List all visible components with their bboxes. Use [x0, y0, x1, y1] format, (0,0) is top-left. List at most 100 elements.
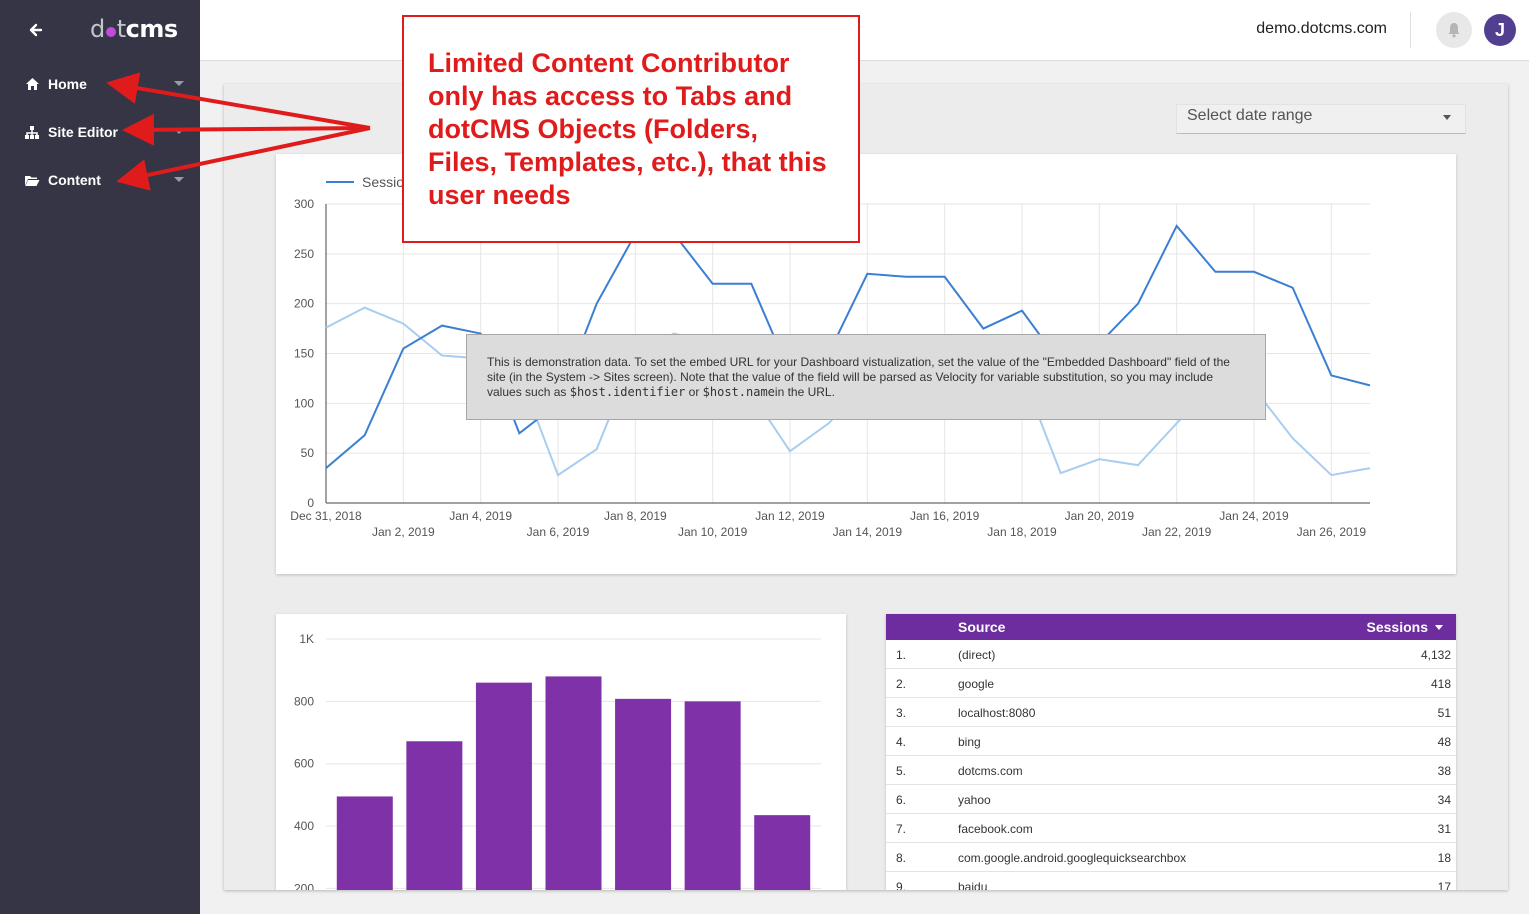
y-tick-label: 800: [294, 694, 314, 708]
x-tick-label: Jan 24, 2019: [1219, 509, 1289, 523]
chevron-down-icon[interactable]: [174, 129, 184, 134]
y-tick-label: 100: [294, 396, 314, 410]
row-source: baidu: [958, 880, 988, 890]
sort-desc-icon[interactable]: [1435, 625, 1443, 630]
y-tick-label: 0: [307, 496, 314, 510]
notice-code-identifier: $host.identifier: [569, 385, 686, 399]
row-index: 1.: [896, 648, 907, 662]
annotation-callout: Limited Content Contributor only has acc…: [402, 15, 860, 243]
column-header-sessions[interactable]: Sessions: [1366, 619, 1428, 635]
x-tick-label: Jan 14, 2019: [833, 525, 903, 539]
back-arrow-icon[interactable]: [26, 20, 46, 40]
notice-text-3: in the URL.: [774, 385, 835, 399]
notifications-bell-icon[interactable]: [1436, 12, 1472, 48]
sidebar: d t cms Home Site Editor Content: [0, 0, 200, 914]
row-source: (direct): [958, 648, 996, 662]
row-sessions: 48: [1437, 735, 1451, 749]
sidebar-item-site-editor[interactable]: Site Editor: [0, 114, 200, 150]
row-sessions: 17: [1437, 880, 1451, 890]
x-tick-label: Jan 22, 2019: [1142, 525, 1212, 539]
demo-data-notice: This is demonstration data. To set the e…: [466, 334, 1266, 420]
y-tick-label: 50: [301, 446, 315, 460]
sessions-bar-chart-card: 200 400 600 800 1K: [276, 614, 846, 890]
row-sessions: 418: [1430, 677, 1451, 691]
legend-swatch: [326, 181, 354, 183]
bar: [475, 682, 532, 890]
row-index: 7.: [896, 822, 907, 836]
row-source: com.google.android.googlequicksearchbox: [958, 851, 1187, 865]
chevron-down-icon[interactable]: [174, 177, 184, 182]
row-index: 6.: [896, 793, 907, 807]
x-tick-label: Jan 20, 2019: [1065, 509, 1135, 523]
table-row[interactable]: 4. bing 48: [886, 727, 1456, 756]
table-row[interactable]: 3. localhost:8080 51: [886, 698, 1456, 727]
table-row[interactable]: 2. google 418: [886, 669, 1456, 698]
sidebar-item-home[interactable]: Home: [0, 66, 200, 102]
x-tick-label: Jan 8, 2019: [604, 509, 667, 523]
row-sessions: 4,132: [1420, 648, 1451, 662]
folder-icon: [24, 172, 40, 188]
column-header-source[interactable]: Source: [958, 619, 1006, 635]
chart-legend: Sessio: [326, 174, 404, 190]
logo-part-1: d: [90, 15, 105, 43]
table-row[interactable]: 5. dotcms.com 38: [886, 756, 1456, 785]
row-sessions: 51: [1437, 706, 1451, 720]
row-source: google: [958, 677, 995, 691]
chevron-down-icon[interactable]: [174, 81, 184, 86]
x-tick-label: Dec 31, 2018: [290, 509, 362, 523]
row-sessions: 31: [1437, 822, 1451, 836]
x-tick-label: Jan 2, 2019: [372, 525, 435, 539]
dotcms-logo[interactable]: d t cms: [90, 15, 178, 43]
table-row[interactable]: 7. facebook.com 31: [886, 814, 1456, 843]
sidebar-item-label: Home: [48, 76, 87, 92]
x-tick-label: Jan 16, 2019: [910, 509, 980, 523]
x-tick-label: Jan 4, 2019: [449, 509, 512, 523]
y-tick-label: 150: [294, 347, 314, 361]
site-selector[interactable]: demo.dotcms.com: [1256, 20, 1387, 37]
chevron-down-icon: [1443, 115, 1451, 120]
bar: [406, 741, 463, 890]
row-sessions: 34: [1437, 793, 1451, 807]
bar: [336, 796, 393, 890]
notice-text-2: or: [685, 385, 703, 399]
sidebar-item-label: Site Editor: [48, 124, 119, 140]
row-index: 4.: [896, 735, 907, 749]
y-tick-label: 400: [294, 819, 314, 833]
bar: [684, 701, 741, 890]
row-source: facebook.com: [958, 822, 1033, 836]
logo-dot: [105, 27, 116, 37]
row-index: 5.: [896, 764, 907, 778]
sessions-bar-chart: 200 400 600 800 1K: [294, 632, 821, 890]
table-row[interactable]: 1. (direct) 4,132: [886, 640, 1456, 669]
table-body: 1. (direct) 4,132 2. google 418 3. localhost:80…: [886, 640, 1456, 890]
table-row[interactable]: 8. com.google.android.googlequicksearchbo…: [886, 843, 1456, 872]
date-range-select[interactable]: Select date range: [1176, 104, 1466, 134]
bar: [615, 698, 672, 890]
table-row[interactable]: 9. baidu 17: [886, 872, 1456, 890]
row-index: 8.: [896, 851, 907, 865]
table-row[interactable]: 6. yahoo 34: [886, 785, 1456, 814]
x-tick-label: Jan 12, 2019: [755, 509, 825, 523]
bar: [754, 815, 811, 890]
sidebar-item-label: Content: [48, 172, 101, 188]
y-tick-label: 200: [294, 297, 314, 311]
row-index: 9.: [896, 880, 907, 890]
legend-label: Sessio: [362, 174, 405, 190]
top-header: demo.dotcms.com J: [200, 0, 1529, 61]
sidebar-item-content[interactable]: Content: [0, 162, 200, 198]
user-avatar[interactable]: J: [1484, 14, 1516, 46]
y-tick-label: 1K: [299, 632, 314, 646]
date-range-placeholder: Select date range: [1187, 107, 1313, 124]
home-icon: [24, 76, 40, 92]
row-sessions: 38: [1437, 764, 1451, 778]
row-source: dotcms.com: [958, 764, 1023, 778]
annotation-text: Limited Content Contributor only has acc…: [428, 48, 827, 210]
sitemap-icon: [24, 124, 40, 140]
x-tick-label: Jan 26, 2019: [1297, 525, 1367, 539]
sources-table-card: Source Sessions 1. (direct) 4,132 2. google 4…: [886, 614, 1456, 890]
y-tick-label: 300: [294, 197, 314, 211]
y-tick-label: 200: [294, 881, 314, 890]
x-tick-label: Jan 6, 2019: [527, 525, 590, 539]
row-source: bing: [958, 735, 981, 749]
table-header: Source Sessions: [886, 614, 1456, 640]
